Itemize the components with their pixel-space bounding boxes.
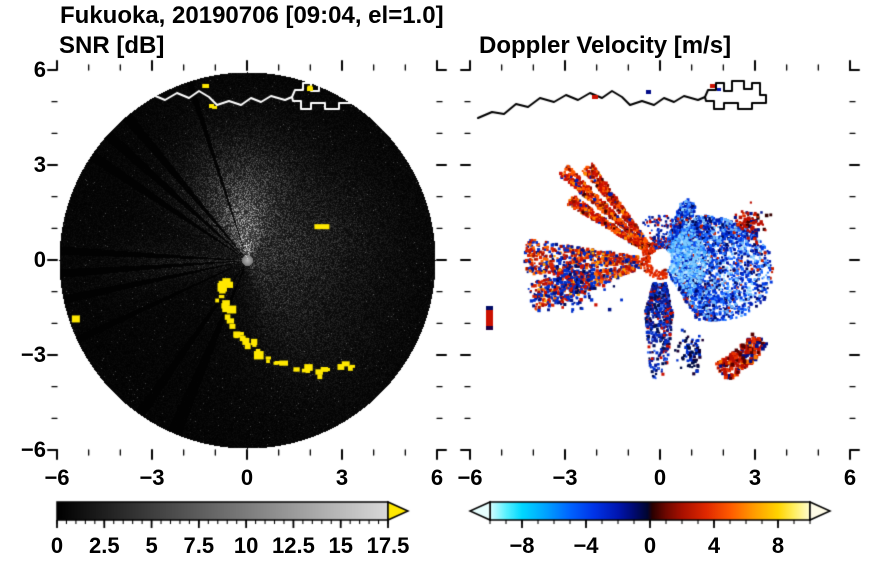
- snr-colorbar-tick-label: 5: [145, 533, 158, 558]
- figure-title: Fukuoka, 20190706 [09:04, el=1.0]: [60, 2, 444, 29]
- velocity-ppi-plot: [458, 58, 862, 462]
- snr-panel-title: SNR [dB]: [59, 32, 165, 59]
- velocity-colorbar-tick-label: 8: [771, 533, 785, 558]
- snr-colorbar-tick-label: 15: [328, 533, 353, 558]
- snr-colorbar-tick-label: 10: [233, 533, 259, 558]
- x-tick-label: 3: [748, 465, 762, 490]
- y-tick-label: 6: [33, 57, 46, 82]
- x-tick-label: −3: [139, 465, 165, 490]
- snr-colorbar-tick-label: 12.5: [272, 533, 315, 558]
- velocity-colorbar-tick-label: −4: [573, 533, 599, 558]
- velocity-colorbar: [458, 500, 848, 534]
- y-tick-label: 0: [33, 247, 46, 272]
- x-tick-label: 6: [430, 465, 444, 490]
- x-tick-label: 0: [240, 465, 254, 490]
- snr-colorbar-tick-label: 0: [50, 533, 64, 558]
- snr-colorbar: [45, 500, 425, 534]
- x-tick-label: 6: [843, 465, 857, 490]
- x-tick-label: −6: [44, 465, 70, 490]
- y-tick-label: −6: [20, 437, 46, 462]
- y-tick-label: 3: [33, 152, 46, 177]
- snr-colorbar-tick-label: 17.5: [366, 533, 410, 558]
- velocity-panel-title: Doppler Velocity [m/s]: [479, 32, 732, 59]
- snr-colorbar-tick-label: 7.5: [183, 533, 215, 558]
- snr-colorbar-tick-label: 2.5: [88, 533, 120, 558]
- x-tick-label: −6: [457, 465, 483, 490]
- x-tick-label: 3: [335, 465, 349, 490]
- x-tick-label: −3: [552, 465, 578, 490]
- y-tick-label: −3: [20, 342, 46, 367]
- velocity-colorbar-tick-label: 0: [643, 533, 657, 558]
- snr-ppi-plot: [45, 58, 449, 462]
- x-tick-label: 0: [653, 465, 667, 490]
- velocity-colorbar-tick-label: −8: [509, 533, 535, 558]
- velocity-colorbar-tick-label: 4: [707, 533, 721, 558]
